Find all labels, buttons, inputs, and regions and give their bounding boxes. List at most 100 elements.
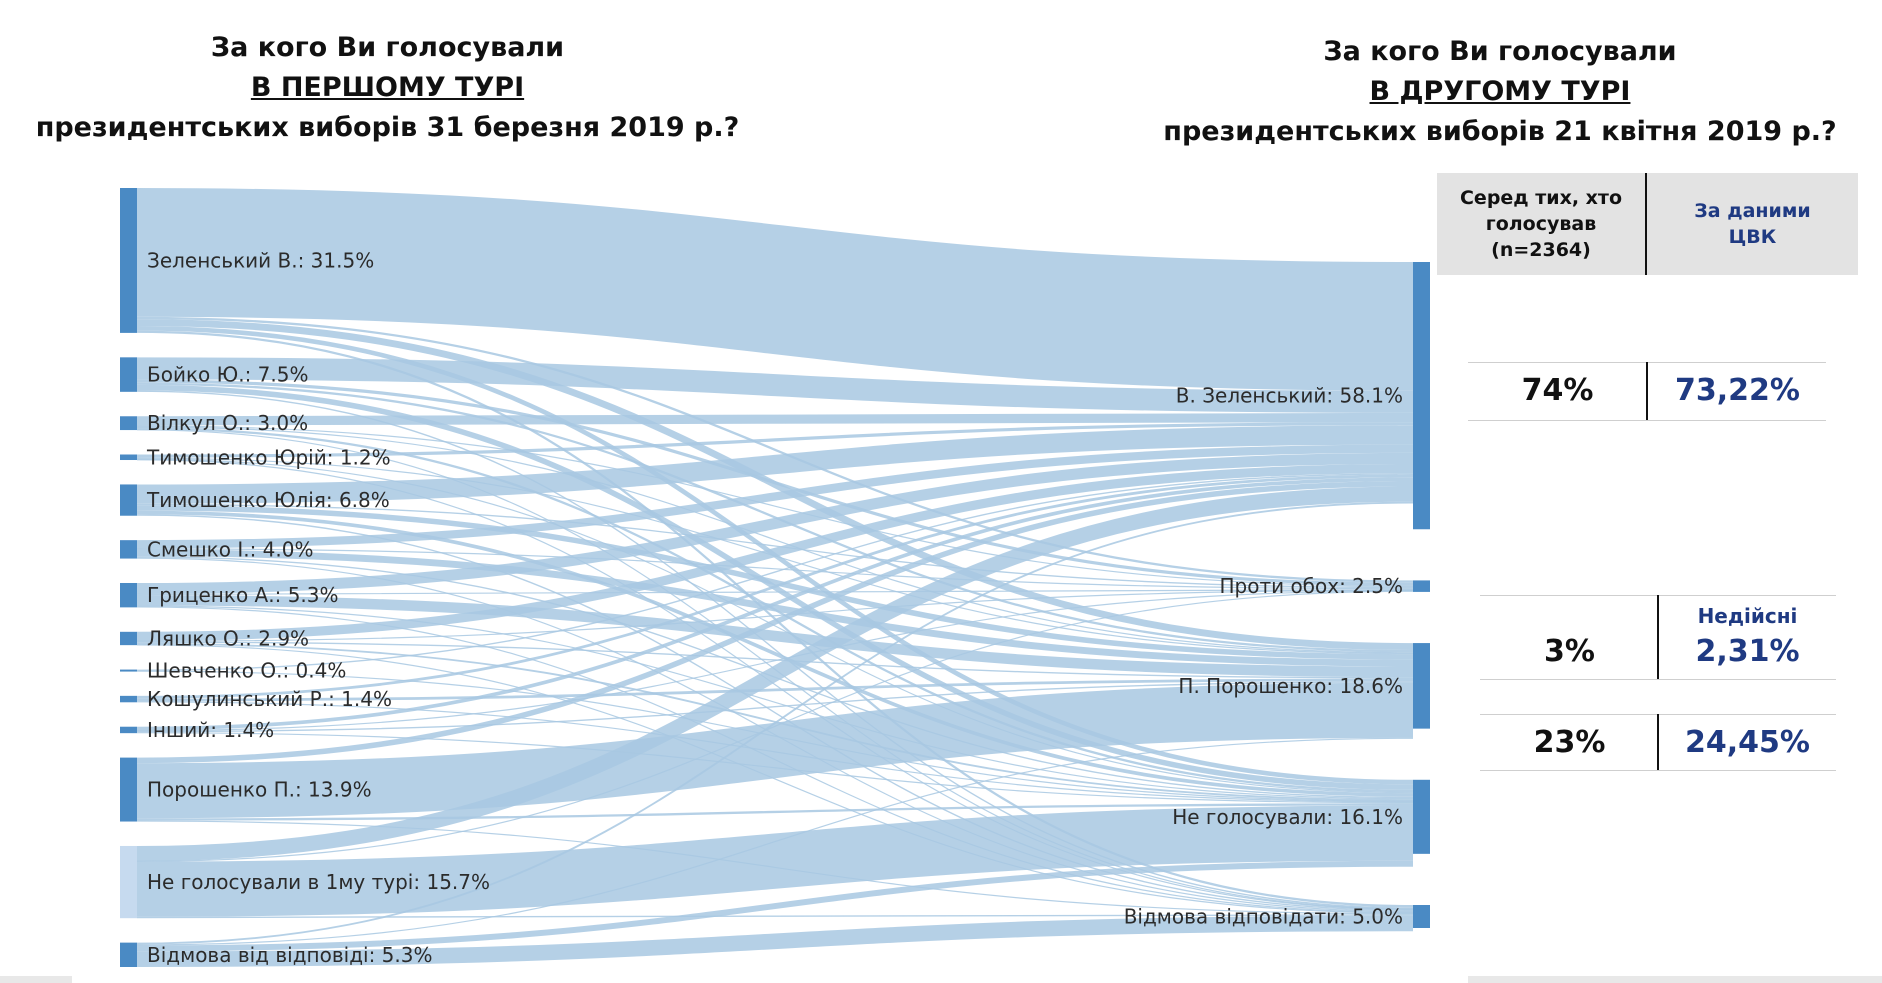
right-node-bar — [1413, 779, 1430, 854]
sankey-link — [136, 860, 1414, 952]
left-node-bar — [120, 695, 137, 703]
row2-bottom-line — [1480, 679, 1836, 680]
right-node-bar — [1413, 262, 1430, 530]
title-right-line1: За кого Ви голосували — [1323, 36, 1677, 67]
sankey-link — [136, 357, 1414, 413]
right-node-bar — [1413, 643, 1430, 729]
sankey-link — [136, 501, 1414, 945]
footer-bar-left — [0, 976, 72, 983]
sankey-links — [136, 188, 1414, 967]
sankey-link — [136, 382, 1414, 653]
left-node-bar — [120, 845, 137, 919]
sankey-link — [136, 642, 1414, 801]
sankey-link — [136, 444, 1414, 549]
right-node-label: В. Зеленський: 58.1% — [1176, 384, 1403, 408]
row2-separator — [1657, 595, 1659, 679]
sankey-link — [136, 915, 1414, 967]
left-node-label: Вілкул О.: 3.0% — [147, 411, 308, 435]
sankey-link — [136, 426, 1414, 654]
right-node-bar — [1413, 905, 1430, 928]
sankey-link — [136, 474, 1414, 699]
left-node-bar — [120, 757, 137, 822]
row3-survey-value: 23% — [1533, 725, 1606, 760]
left-node-label: Зеленський В.: 31.5% — [147, 248, 374, 272]
left-node-label: Тимошенко Юлія: 6.8% — [146, 488, 390, 512]
title-right-line3: президентських виборів 21 квітня 2019 р.… — [1163, 116, 1837, 147]
sankey-link — [136, 737, 1414, 946]
sankey-link — [136, 458, 1414, 794]
left-node-bar — [120, 726, 137, 734]
left-node-label: Ляшко О.: 2.9% — [147, 626, 309, 650]
left-node-bar — [120, 454, 137, 461]
right-node-label: П. Порошенко: 18.6% — [1178, 674, 1403, 698]
left-node-bar — [120, 416, 137, 431]
sankey-labels: Зеленський В.: 31.5% Бойко Ю.: 7.5% Вілкул… — [146, 248, 1403, 966]
title-second-round: За кого Ви голосували В ДРУГОМУ ТУРІ пре… — [1150, 32, 1850, 152]
left-node-label: Гриценко А.: 5.3% — [147, 583, 339, 607]
sankey-link — [136, 589, 1414, 642]
sankey-link — [136, 316, 1414, 583]
sankey-link — [136, 549, 1414, 667]
row2-cvk-value: 2,31% — [1695, 634, 1800, 669]
left-node-bar — [120, 631, 137, 646]
title-first-round: За кого Ви голосували В ПЕРШОМУ ТУРІ пре… — [30, 28, 745, 148]
sankey-link — [136, 188, 1414, 391]
title-left-line1: За кого Ви голосували — [210, 32, 565, 63]
left-node-bar — [120, 188, 137, 333]
sankey-link — [136, 505, 1414, 660]
sankey-link — [136, 805, 1414, 917]
header-cvk: За даними ЦВК — [1645, 173, 1858, 275]
left-node-label: Інший: 1.4% — [147, 718, 274, 742]
left-node-bar — [120, 540, 137, 559]
sankey-link — [136, 644, 1414, 914]
left-node-label: Відмова від відповіді: 5.3% — [147, 943, 432, 967]
sankey-link — [136, 480, 1414, 764]
sankey-link — [136, 452, 1414, 595]
sankey-link — [136, 678, 1414, 702]
left-node-label: Порошенко П.: 13.9% — [147, 778, 372, 802]
right-node-label: Проти обох: 2.5% — [1219, 574, 1403, 598]
sankey-link — [136, 473, 1414, 671]
title-left-line3: президентських виборів 31 березня 2019 р… — [35, 112, 740, 143]
sankey-link — [136, 425, 1414, 587]
left-node-label: Шевченко О.: 0.4% — [147, 658, 346, 682]
row1-bottom-line — [1468, 420, 1826, 421]
sankey-link — [136, 594, 1414, 678]
sankey-link — [136, 412, 1414, 426]
footer-bar-right — [1468, 976, 1882, 983]
row1-cvk-value: 73,22% — [1675, 373, 1800, 408]
sankey-link — [136, 486, 1414, 862]
row2-survey-value: 3% — [1544, 634, 1595, 669]
sankey-link — [136, 681, 1414, 733]
header-survey: Серед тих, хто голосував (n=2364) — [1437, 173, 1645, 275]
left-node-bar — [120, 357, 137, 392]
header-survey-text: Серед тих, хто голосував (n=2364) — [1459, 187, 1622, 261]
right-node-bar — [1413, 580, 1430, 592]
sankey-link — [136, 641, 1414, 679]
sankey-link — [136, 422, 1414, 458]
sankey-link — [136, 510, 1414, 797]
left-node-label: Кошулинський Р.: 1.4% — [147, 687, 392, 711]
sankey-link — [136, 425, 1414, 504]
sankey-link — [136, 682, 1414, 819]
sankey-link — [136, 803, 1414, 821]
left-node-label: Смешко І.: 4.0% — [147, 537, 314, 561]
sankey-nodes — [120, 188, 1430, 967]
sankey-link — [136, 463, 1414, 642]
left-node-bar — [120, 582, 137, 608]
sankey-link — [136, 548, 1414, 590]
row2-cvk-label: Недійсні — [1697, 604, 1798, 628]
sankey-link — [136, 319, 1414, 650]
sankey-link — [136, 590, 1414, 862]
sankey-link — [136, 605, 1414, 800]
sankey-link — [136, 503, 1414, 589]
left-node-label: Тимошенко Юрій: 1.2% — [146, 445, 391, 469]
header-cvk-text: За даними ЦВК — [1694, 200, 1811, 248]
row1-survey-value: 74% — [1521, 373, 1594, 408]
row3-bottom-line — [1480, 770, 1836, 771]
left-node-bar — [120, 942, 137, 967]
right-node-label: Не голосували: 16.1% — [1172, 805, 1403, 829]
title-right-line2: В ДРУГОМУ ТУРІ — [1369, 76, 1631, 107]
right-node-label: Відмова відповідати: 5.0% — [1124, 905, 1403, 929]
title-left-line2: В ПЕРШОМУ ТУРІ — [250, 72, 525, 103]
